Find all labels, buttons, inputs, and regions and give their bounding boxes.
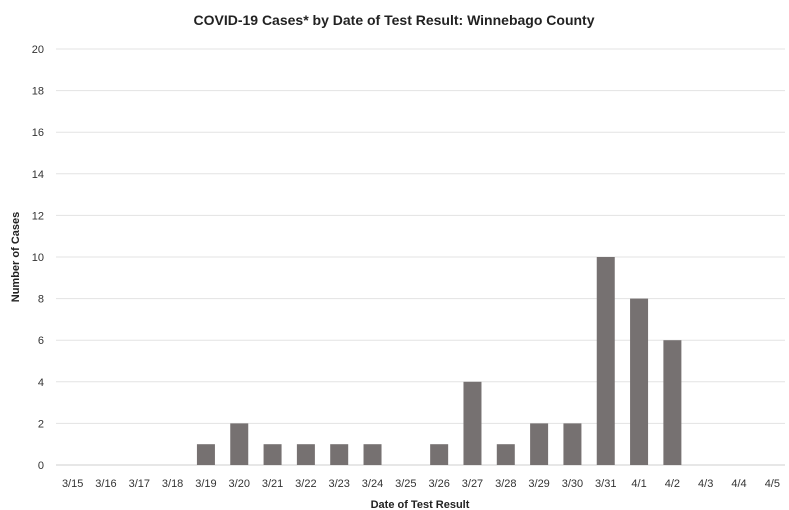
bar [296, 444, 315, 465]
x-tick-label: 3/18 [162, 478, 183, 490]
y-tick-label: 6 [38, 335, 44, 347]
bar [563, 423, 582, 465]
y-axis-ticks: 0 2 4 6 8 10 12 14 16 18 20 [32, 44, 44, 472]
y-tick-label: 20 [32, 44, 44, 56]
x-tick-label: 3/25 [395, 478, 416, 490]
bar [496, 444, 515, 465]
x-tick-label: 3/28 [495, 478, 516, 490]
x-tick-label: 4/5 [765, 478, 780, 490]
x-tick-label: 3/27 [462, 478, 483, 490]
x-tick-label: 3/26 [428, 478, 449, 490]
x-tick-label: 3/16 [95, 478, 116, 490]
bar [630, 298, 649, 465]
y-tick-label: 4 [38, 377, 44, 389]
x-tick-label: 3/31 [595, 478, 616, 490]
chart-title: COVID-19 Cases* by Date of Test Result: … [193, 12, 594, 28]
x-tick-label: 4/2 [665, 478, 680, 490]
y-tick-label: 16 [32, 127, 44, 139]
gridlines [56, 48, 785, 466]
x-axis-title: Date of Test Result [371, 499, 470, 510]
x-tick-label: 3/30 [562, 478, 583, 490]
x-tick-label: 3/17 [129, 478, 150, 490]
bar [196, 444, 215, 465]
x-tick-label: 3/24 [362, 478, 383, 490]
x-tick-label: 3/21 [262, 478, 283, 490]
x-axis-ticks: 3/15 3/16 3/17 3/18 3/19 3/20 3/21 3/22 3/23 3/24… [62, 478, 780, 490]
bar [663, 340, 682, 465]
x-tick-label: 4/1 [631, 478, 646, 490]
y-tick-label: 10 [32, 252, 44, 264]
bar [530, 423, 549, 465]
bar [430, 444, 449, 465]
x-tick-label: 3/29 [528, 478, 549, 490]
y-tick-label: 8 [38, 294, 44, 306]
bars [196, 257, 682, 465]
x-tick-label: 3/19 [195, 478, 216, 490]
y-tick-label: 14 [32, 169, 44, 181]
bar [463, 381, 482, 465]
y-tick-label: 2 [38, 418, 44, 430]
x-tick-label: 3/15 [62, 478, 83, 490]
x-tick-label: 3/22 [295, 478, 316, 490]
bar [596, 257, 615, 465]
y-tick-label: 12 [32, 210, 44, 222]
x-tick-label: 4/3 [698, 478, 713, 490]
y-axis-title: Number of Cases [10, 212, 22, 302]
bar [363, 444, 382, 465]
x-tick-label: 4/4 [731, 478, 746, 490]
bar [263, 444, 282, 465]
x-tick-label: 3/23 [328, 478, 349, 490]
y-tick-label: 0 [38, 460, 44, 472]
bar [230, 423, 249, 465]
bar [330, 444, 349, 465]
x-tick-label: 3/20 [229, 478, 250, 490]
y-tick-label: 18 [32, 86, 44, 98]
